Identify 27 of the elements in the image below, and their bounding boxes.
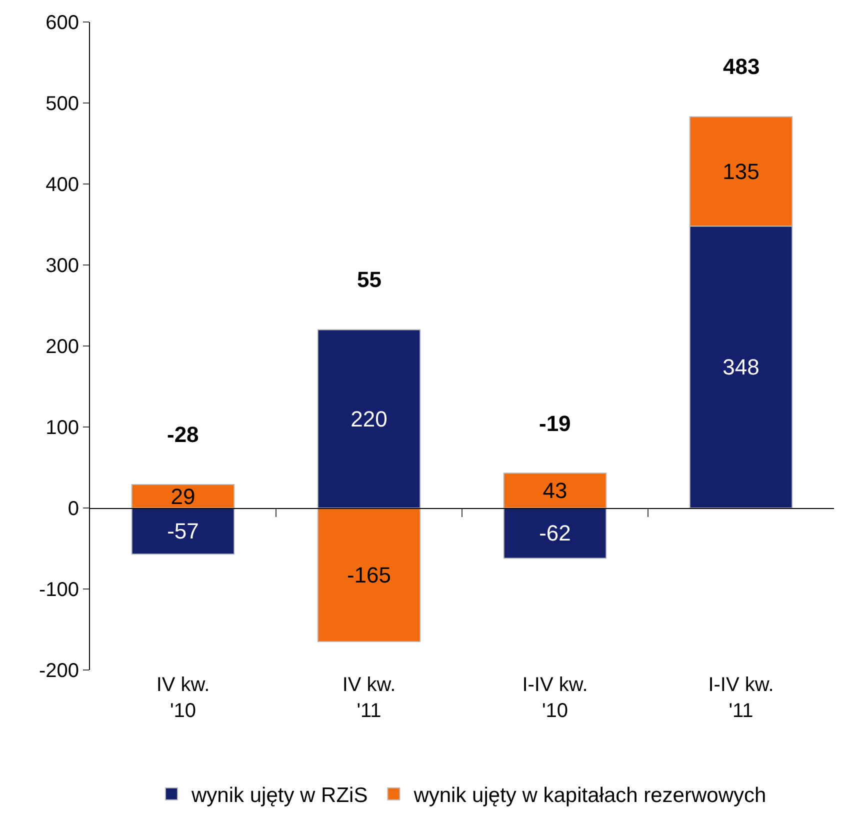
x-tick-label: I-IV kw. '11 (708, 674, 774, 722)
total-label: 55 (357, 267, 382, 292)
total-label: 483 (723, 54, 760, 79)
y-tick-label: 500 (46, 93, 79, 115)
total-label: -28 (167, 422, 199, 447)
x-tick-label: IV kw. '11 (342, 674, 396, 722)
y-tick-label: -100 (38, 579, 79, 601)
data-label: 29 (170, 484, 196, 509)
y-tick-label: 300 (46, 255, 79, 277)
data-label: -57 (167, 518, 199, 544)
y-tick-label: 200 (46, 336, 79, 358)
total-label: -19 (539, 411, 571, 436)
data-label: 135 (722, 158, 760, 184)
y-tick-label: 400 (46, 174, 79, 196)
legend-label: wynik ujęty w RZiS (190, 784, 368, 808)
x-tick-label: I-IV kw. '10 (522, 674, 588, 722)
y-tick-label: 0 (68, 498, 79, 520)
data-label: 43 (542, 478, 568, 504)
data-label: 220 (350, 406, 388, 432)
x-tick-label: IV kw. '10 (156, 674, 210, 722)
data-label: -62 (539, 520, 571, 546)
y-tick-label: -200 (38, 660, 79, 682)
legend-label: wynik ujęty w kapitałach rezerwowych (412, 784, 766, 808)
y-tick-label: 600 (46, 12, 79, 34)
y-tick-label: 100 (46, 417, 79, 439)
data-label: 348 (722, 354, 760, 380)
data-label: -165 (346, 562, 392, 588)
